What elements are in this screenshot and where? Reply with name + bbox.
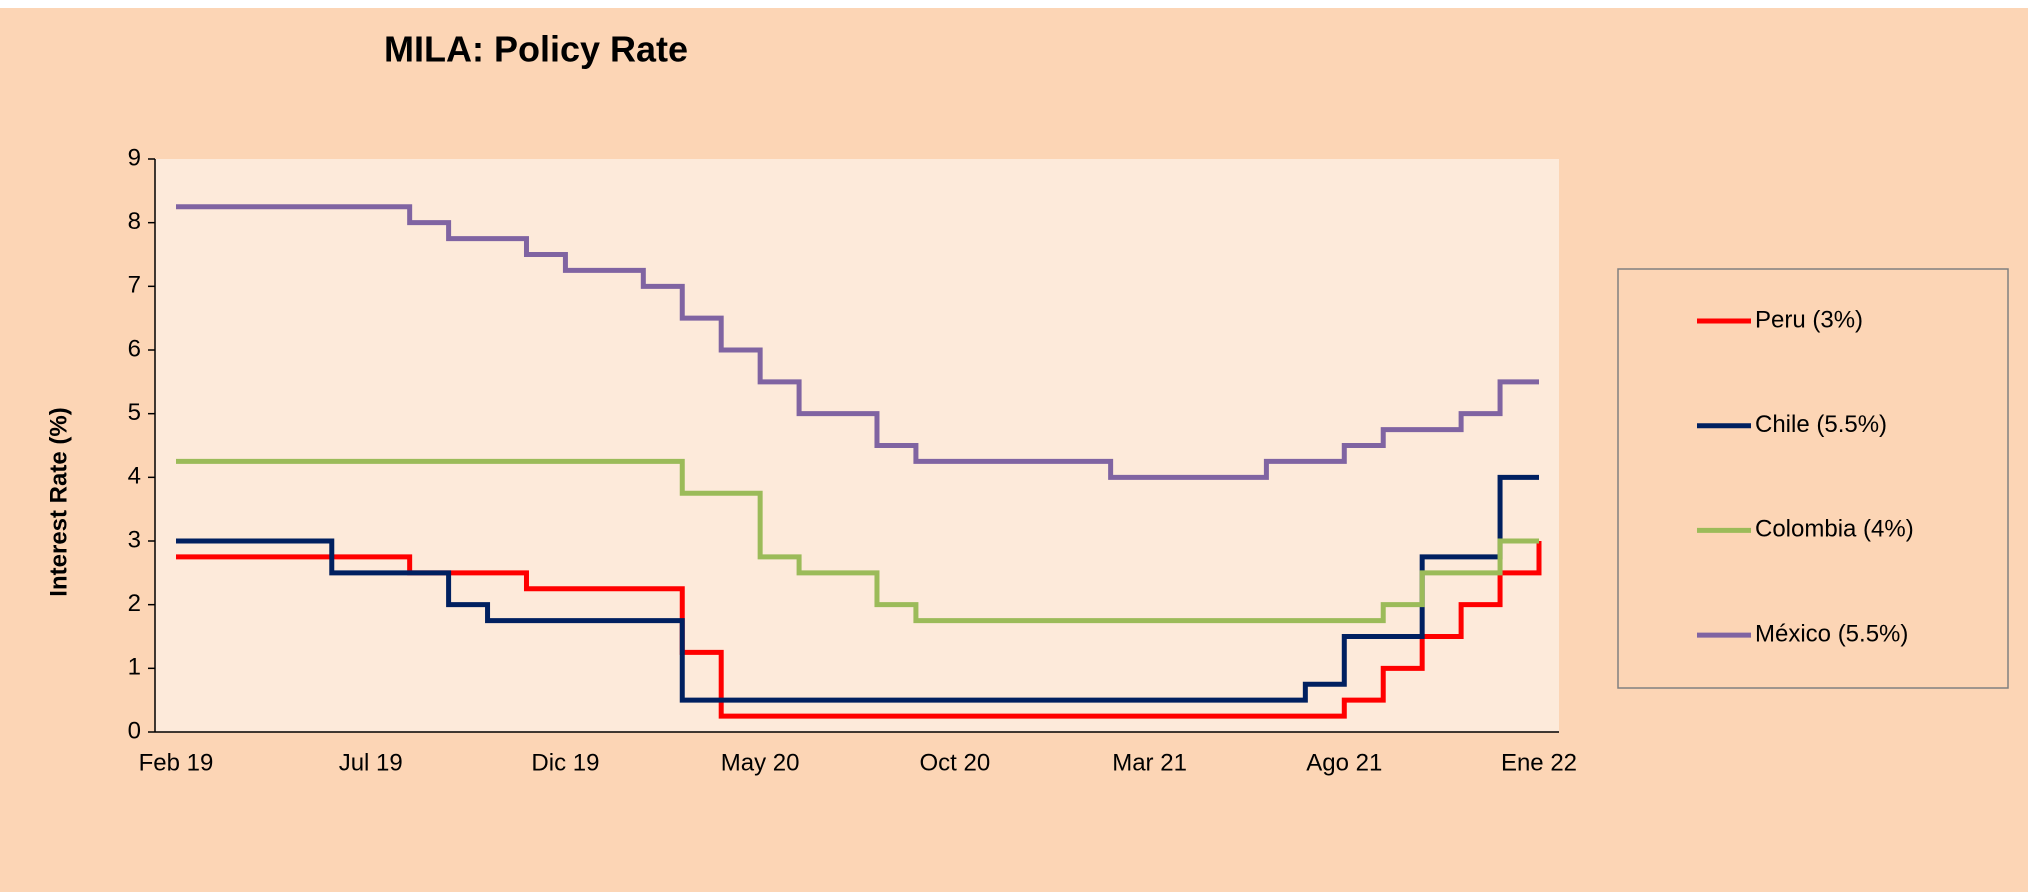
y-tick-label: 2 [128,590,141,617]
x-tick-label: Ene 22 [1501,749,1577,776]
y-tick-label: 9 [128,144,141,171]
chart-title: MILA: Policy Rate [384,29,688,70]
series-line [176,458,1539,624]
series-line [176,474,1539,703]
legend-label: México (5.5%) [1755,620,1908,647]
x-tick-label: Ago 21 [1306,749,1382,776]
top-strip [0,0,2028,8]
y-tick-label: 0 [128,717,141,744]
legend-label: Peru (3%) [1755,306,1863,333]
x-tick-label: Oct 20 [920,749,991,776]
x-tick-label: Feb 19 [139,749,214,776]
x-tick-label: May 20 [721,749,800,776]
y-tick-label: 1 [128,654,141,681]
legend-label: Chile (5.5%) [1755,411,1887,438]
y-tick-label: 3 [128,526,141,553]
x-tick-label: Jul 19 [339,749,403,776]
series-line [176,204,1539,480]
legend-box [1617,268,2009,689]
x-tick-label: Mar 21 [1112,749,1187,776]
y-tick-label: 6 [128,335,141,362]
y-tick-label: 5 [128,399,141,426]
y-tick-label: 4 [128,463,141,490]
legend-label: Colombia (4%) [1755,516,1914,543]
y-tick-label: 8 [128,208,141,235]
plot-area [155,159,1559,732]
x-tick-label: Dic 19 [531,749,599,776]
y-tick-label: 7 [128,272,141,299]
y-axis-label: Interest Rate (%) [45,407,72,596]
